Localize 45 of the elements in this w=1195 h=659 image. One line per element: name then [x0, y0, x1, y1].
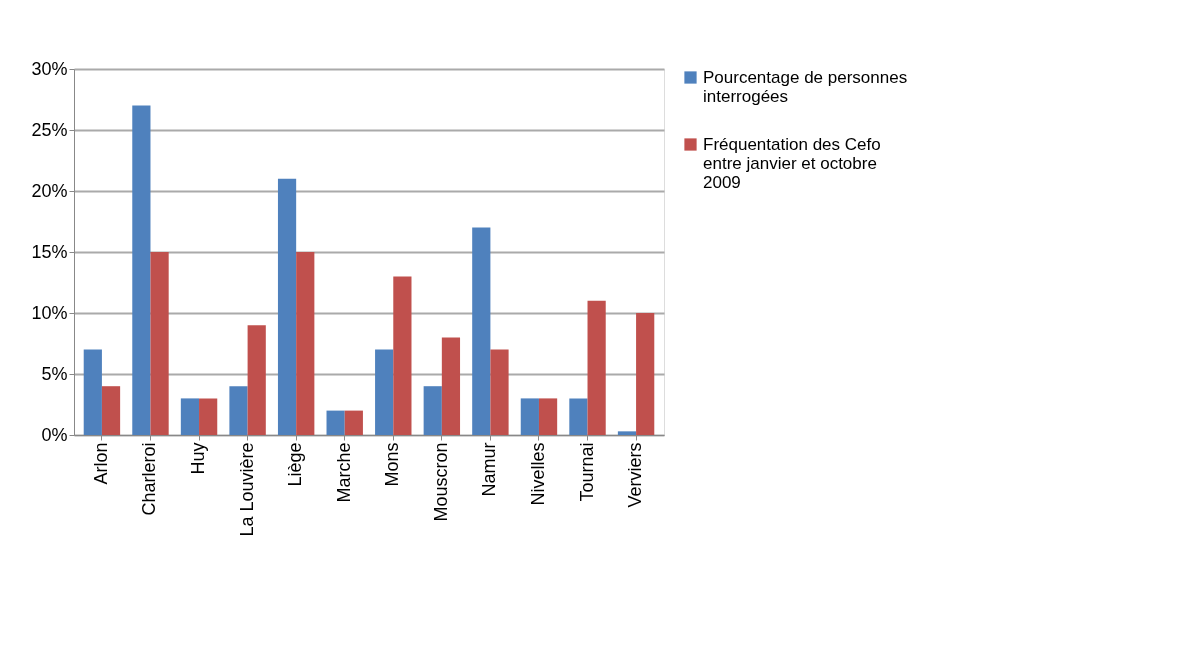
- bar: [247, 325, 266, 435]
- bar: [83, 349, 102, 435]
- bar: [150, 252, 169, 435]
- bar: [101, 386, 121, 435]
- bar: [569, 398, 588, 435]
- legend-label: Pourcentage de personnes interrogées: [703, 67, 908, 106]
- bar: [538, 398, 558, 435]
- bar: [132, 105, 151, 435]
- bar: [229, 386, 248, 435]
- y-tick-label: 20%: [31, 180, 68, 201]
- y-tick-label: 15%: [31, 241, 68, 262]
- legend-label: Fréquentation des Cefo entre janvier et octobre 2009: [703, 134, 881, 192]
- x-tick-label: Huy: [188, 442, 209, 475]
- bar: [490, 349, 509, 435]
- bar: [277, 178, 297, 435]
- y-tick-label: 10%: [31, 302, 68, 323]
- bar: [441, 337, 461, 435]
- bar: [393, 276, 412, 435]
- x-tick-label: Tournai: [576, 442, 597, 502]
- y-tick-label: 25%: [31, 119, 68, 140]
- bar: [344, 410, 363, 435]
- bar: [326, 410, 345, 435]
- x-tick-label: Arlon: [90, 442, 111, 485]
- x-tick-label: Marche: [333, 442, 354, 503]
- x-tick-label: Mouscron: [430, 442, 451, 522]
- x-tick-label: Charleroi: [139, 442, 160, 516]
- x-tick-label: Mons: [382, 442, 403, 487]
- bar: [296, 252, 315, 435]
- bar: [520, 398, 539, 435]
- x-tick-label: Liège: [285, 442, 306, 487]
- bar: [180, 398, 200, 435]
- bar: [636, 313, 655, 435]
- x-tick-label: La Louvière: [236, 442, 257, 537]
- bar: [199, 398, 218, 435]
- x-tick-label: Nivelles: [527, 442, 548, 506]
- bar: [375, 349, 394, 435]
- bar: [587, 300, 606, 435]
- y-tick-label: 0%: [41, 424, 68, 445]
- x-tick-label: Namur: [479, 442, 500, 497]
- bar: [472, 227, 491, 435]
- bar: [423, 386, 442, 435]
- x-tick-label: Verviers: [625, 442, 646, 508]
- bar: [617, 431, 637, 435]
- y-tick-label: 30%: [31, 58, 68, 79]
- y-tick-label: 5%: [41, 363, 68, 384]
